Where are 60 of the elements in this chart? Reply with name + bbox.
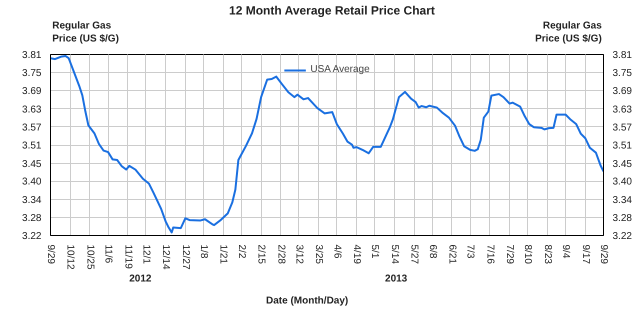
y-tick-label: 3.69 <box>22 86 42 98</box>
y-tick-label: 3.57 <box>22 122 42 134</box>
y2-axis-title: Regular Gas Price (US $/G) <box>535 20 602 44</box>
y-tick-label: 3.51 <box>22 140 42 152</box>
x-tick-label: 5/14 <box>388 244 400 264</box>
x-tick-label: 12/27 <box>180 244 191 270</box>
y-tick-label: 3.22 <box>22 231 42 242</box>
y-tick-label: 3.40 <box>22 176 42 188</box>
legend-label: USA Average <box>310 64 370 75</box>
x-tick-label: 8/10 <box>522 244 534 264</box>
y2-tick-label: 3.57 <box>612 122 632 134</box>
text: 2013 <box>385 274 408 284</box>
y2-tick-label: 3.63 <box>612 104 632 116</box>
x-tick-label: 11/6 <box>102 244 114 264</box>
x-tick-label: 9/4 <box>560 244 572 259</box>
y2-tick-label: 3.51 <box>612 140 632 152</box>
x-tick-label: 10/25 <box>84 244 96 270</box>
chart-title: 12 Month Average Retail Price Chart <box>229 4 435 18</box>
x-tick-label: 12/1 <box>140 244 152 264</box>
y2-tick-label: 3.28 <box>612 212 632 224</box>
y2-tick-label: 3.69 <box>612 86 632 98</box>
x-tick-label: 11/19 <box>122 244 134 270</box>
y2-tick-label: 3.22 <box>612 231 632 242</box>
x-tick-label: 6/21 <box>446 244 458 264</box>
y2-tick-label: 3.75 <box>612 68 632 80</box>
y2-tick-label: 3.40 <box>612 176 632 188</box>
x-tick-label: 1/21 <box>218 244 229 264</box>
x-tick-label: 9/29 <box>598 244 609 264</box>
x-tick-label: 7/16 <box>484 244 496 264</box>
x-tick-label: 10/12 <box>64 244 76 270</box>
x-tick-label: 6/8 <box>426 244 438 259</box>
x-tick-label: 7/3 <box>464 244 476 259</box>
y-tick-label: 3.81 <box>22 50 42 61</box>
x-tick-label: 1/8 <box>198 244 210 259</box>
x-tick-label: 2/15 <box>256 244 267 264</box>
x-tick-label: 4/19 <box>351 244 362 264</box>
line-series <box>50 55 604 234</box>
y-tick-label: 3.63 <box>22 104 42 116</box>
y-tick-label: 3.28 <box>22 212 42 224</box>
x-tick-label: 7/29 <box>504 244 516 264</box>
y-tick-label: 3.45 <box>22 159 42 170</box>
y-axis-title: Regular Gas Price (US $/G) <box>52 20 119 44</box>
y2-tick-label: 3.81 <box>612 50 632 61</box>
x-tick-label: 3/12 <box>293 244 304 264</box>
y2-tick-label: 3.34 <box>612 194 632 206</box>
x-tick-label: 4/6 <box>331 244 342 259</box>
x-tick-label: 5/27 <box>408 244 420 264</box>
x-tick-label: 9/17 <box>580 244 591 264</box>
x-tick-label: 8/23 <box>542 244 553 264</box>
y-tick-label: 3.75 <box>22 68 42 80</box>
x-tick-label: 2/2 <box>236 244 247 259</box>
text: 2012 <box>129 274 152 284</box>
x-tick-label: 9/29 <box>45 244 56 264</box>
y-tick-label: 3.34 <box>22 194 42 206</box>
y2-tick-label: 3.45 <box>612 159 632 170</box>
x-tick-label: 2/28 <box>275 244 286 264</box>
x-tick-label: 3/25 <box>313 244 324 264</box>
x-axis-title: Date (Month/Day) <box>266 296 348 306</box>
x-tick-label: 5/1 <box>369 244 380 259</box>
x-tick-label: 12/14 <box>160 244 172 270</box>
